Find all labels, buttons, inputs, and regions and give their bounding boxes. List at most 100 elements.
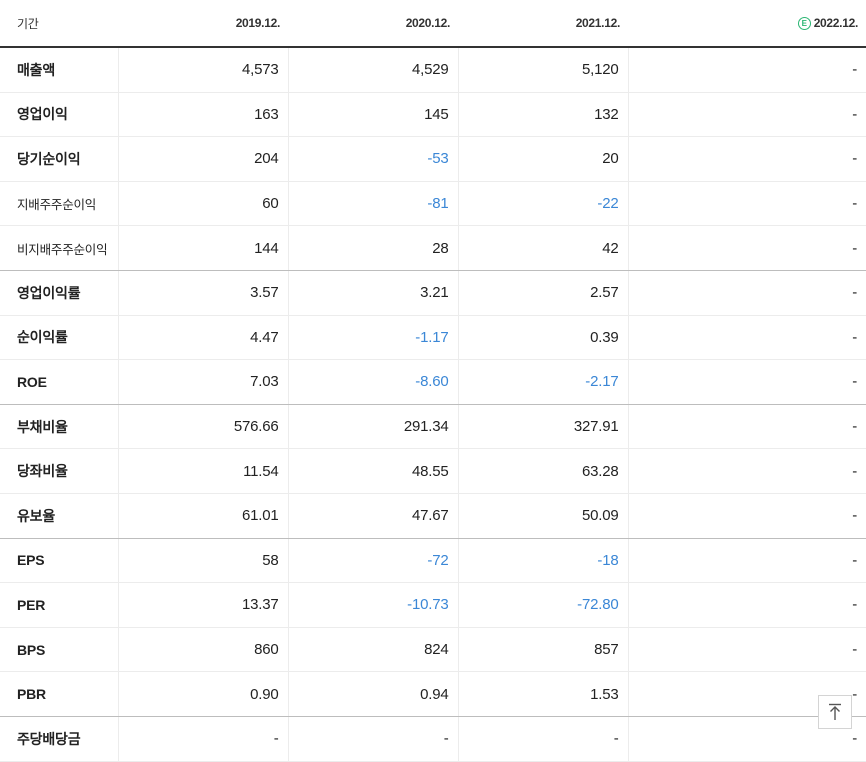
- row-label: PBR: [0, 671, 118, 717]
- table-row: 주당배당금 - - - -: [0, 716, 866, 762]
- table-cell: -: [457, 716, 628, 762]
- table-cell: -: [627, 627, 866, 673]
- table-cell: 20: [457, 136, 628, 182]
- header-row: 기간 2019.12. 2020.12. 2021.12. E 2022.12.: [0, 0, 866, 48]
- row-label: 당좌비율: [0, 448, 118, 494]
- year-header: 2021.12.: [458, 0, 628, 48]
- table-row: PER 13.37 -10.73 -72.80-: [0, 582, 866, 628]
- table-cell: 132: [457, 92, 628, 138]
- table-cell: 13.37: [117, 582, 288, 628]
- row-label: 부채비율: [0, 404, 118, 450]
- table-cell: 63.28: [457, 448, 628, 494]
- table-row: 비지배주주순이익 144 28 42-: [0, 225, 866, 271]
- table-cell: 28: [287, 225, 458, 271]
- estimate-year-label: 2022.12.: [813, 16, 859, 30]
- table-cell: -72: [287, 538, 458, 584]
- year-header: 2020.12.: [288, 0, 458, 48]
- table-row: 당기순이익 204 -53 20-: [0, 136, 866, 182]
- table-row: 순이익률 4.47 -1.17 0.39-: [0, 315, 866, 361]
- table-cell: -: [117, 716, 288, 762]
- table-cell: -72.80: [457, 582, 628, 628]
- table-row: EPS 58 -72 -18-: [0, 538, 866, 584]
- row-label: 주당배당금: [0, 716, 118, 762]
- estimate-year-header: E 2022.12.: [628, 0, 866, 48]
- table-cell: -: [627, 225, 866, 271]
- table-cell: 857: [457, 627, 628, 673]
- table-cell: 204: [117, 136, 288, 182]
- period-header: 기간: [0, 0, 118, 48]
- table-cell: 327.91: [457, 404, 628, 450]
- table-row: BPS 860 824 857-: [0, 627, 866, 673]
- table-cell: -: [627, 92, 866, 138]
- row-label: 비지배주주순이익: [0, 225, 118, 271]
- table-cell: 60: [117, 181, 288, 227]
- table-cell: -: [627, 47, 866, 93]
- table-cell: 824: [287, 627, 458, 673]
- table-cell: -: [287, 716, 458, 762]
- table-row: 매출액 4,573 4,529 5,120-: [0, 47, 866, 93]
- row-label: PER: [0, 582, 118, 628]
- table-row: 유보율 61.01 47.67 50.09-: [0, 493, 866, 539]
- table-cell: 0.94: [287, 671, 458, 717]
- table-row: 지배주주순이익 60 -81 -22-: [0, 181, 866, 227]
- table-cell: -: [627, 404, 866, 450]
- table-cell: 2.57: [457, 270, 628, 316]
- table-row: ROE 7.03 -8.60 -2.17-: [0, 359, 866, 405]
- table-cell: 3.57: [117, 270, 288, 316]
- row-label: 영업이익: [0, 92, 118, 138]
- table-cell: 7.03: [117, 359, 288, 405]
- table-cell: -8.60: [287, 359, 458, 405]
- table-cell: 48.55: [287, 448, 458, 494]
- table-cell: 0.39: [457, 315, 628, 361]
- table-cell: 1.53: [457, 671, 628, 717]
- table-cell: 4,529: [287, 47, 458, 93]
- table-cell: -: [627, 136, 866, 182]
- table-cell: 291.34: [287, 404, 458, 450]
- table-cell: 576.66: [117, 404, 288, 450]
- row-label: 지배주주순이익: [0, 181, 118, 227]
- table-cell: -2.17: [457, 359, 628, 405]
- table-cell: 47.67: [287, 493, 458, 539]
- table-row: 영업이익 163 145 132-: [0, 92, 866, 138]
- table-cell: 163: [117, 92, 288, 138]
- table-cell: 5,120: [457, 47, 628, 93]
- table-cell: 3.21: [287, 270, 458, 316]
- table-cell: 58: [117, 538, 288, 584]
- table-cell: 145: [287, 92, 458, 138]
- table-cell: -81: [287, 181, 458, 227]
- table-cell: -: [627, 493, 866, 539]
- table-cell: -: [627, 582, 866, 628]
- table-row: 부채비율 576.66 291.34 327.91-: [0, 404, 866, 450]
- table-cell: -: [627, 359, 866, 405]
- table-cell: -1.17: [287, 315, 458, 361]
- table-row: PBR 0.90 0.94 1.53-: [0, 671, 866, 717]
- table-cell: 61.01: [117, 493, 288, 539]
- table-cell: -: [627, 270, 866, 316]
- year-header: 2019.12.: [118, 0, 288, 48]
- table-cell: -: [627, 315, 866, 361]
- arrow-up-icon: [829, 703, 841, 720]
- table-cell: 0.90: [117, 671, 288, 717]
- table-cell: 42: [457, 225, 628, 271]
- table-row: 당좌비율 11.54 48.55 63.28-: [0, 448, 866, 494]
- row-label: ROE: [0, 359, 118, 405]
- estimate-icon: E: [797, 17, 811, 30]
- table-cell: -53: [287, 136, 458, 182]
- table-cell: 4,573: [117, 47, 288, 93]
- table-row: 영업이익률 3.57 3.21 2.57-: [0, 270, 866, 316]
- table-cell: 4.47: [117, 315, 288, 361]
- row-label: 유보율: [0, 493, 118, 539]
- row-label: 순이익률: [0, 315, 118, 361]
- table-cell: -: [627, 181, 866, 227]
- table-cell: 860: [117, 627, 288, 673]
- table-cell: -: [627, 538, 866, 584]
- table-cell: -18: [457, 538, 628, 584]
- row-label: EPS: [0, 538, 118, 584]
- row-label: 매출액: [0, 47, 118, 93]
- table-cell: -22: [457, 181, 628, 227]
- table-cell: 144: [117, 225, 288, 271]
- table-cell: -10.73: [287, 582, 458, 628]
- table-cell: 11.54: [117, 448, 288, 494]
- scroll-top-button[interactable]: [818, 695, 852, 729]
